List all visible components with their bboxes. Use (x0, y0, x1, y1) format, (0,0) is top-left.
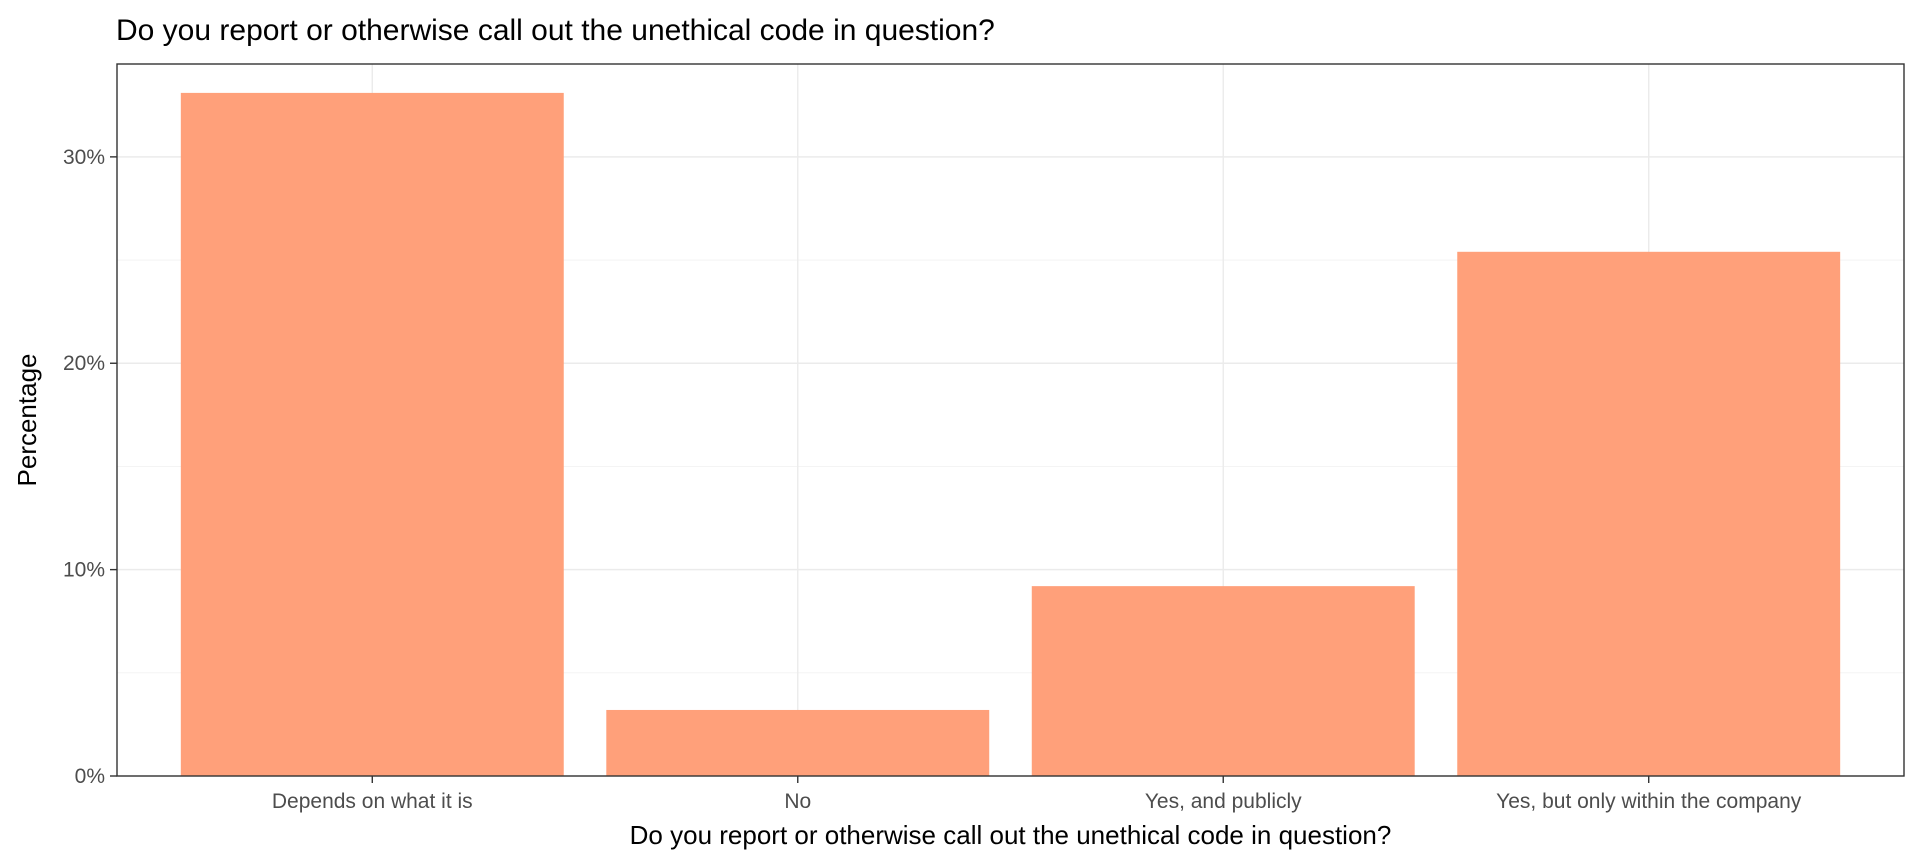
y-tick-label: 0% (75, 765, 105, 788)
bar (606, 709, 990, 776)
y-tick-label: 30% (63, 146, 105, 169)
y-tick-label: 10% (63, 559, 105, 582)
y-tick-label: 20% (63, 352, 105, 375)
x-axis-title: Do you report or otherwise call out the … (630, 820, 1392, 850)
axes: 0% 10% 20% 30% Depends on what it is No Yes, a… (63, 146, 1802, 813)
bar (1031, 586, 1415, 776)
x-tick-label: Yes, and publicly (1145, 790, 1302, 813)
chart-title: Do you report or otherwise call out the … (116, 14, 995, 47)
x-tick-label: Depends on what it is (272, 790, 473, 813)
x-tick-label: Yes, but only within the company (1496, 790, 1802, 813)
bars (180, 92, 1841, 776)
y-axis-title: Percentage (12, 354, 42, 487)
x-tick-label: No (784, 790, 811, 813)
bar (180, 92, 564, 776)
bar (1457, 251, 1841, 776)
panel-border (116, 63, 1905, 777)
